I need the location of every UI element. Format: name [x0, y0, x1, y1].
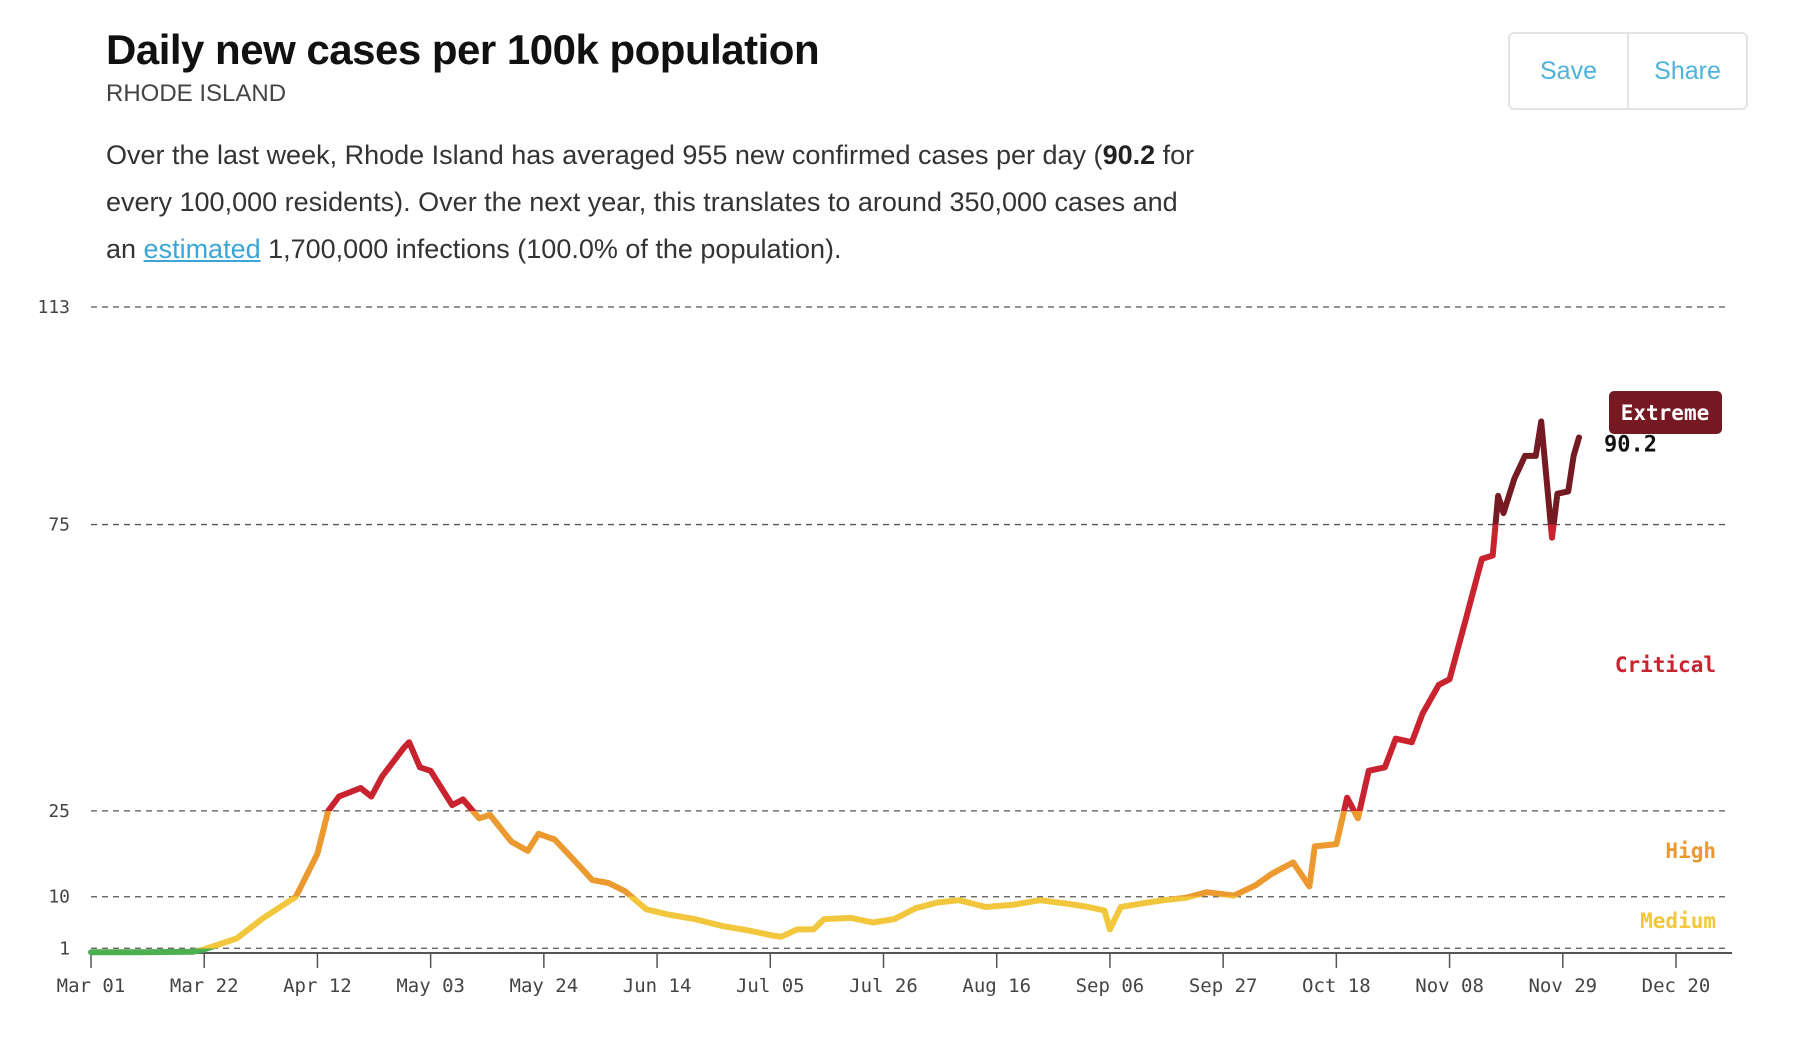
share-button[interactable]: Share	[1627, 34, 1746, 108]
summary-part1: Over the last week, Rhode Island has ave…	[106, 140, 1103, 170]
level-label-critical: Critical	[1615, 653, 1716, 677]
x-tick-label: Jul 26	[849, 975, 918, 997]
region-subtitle: RHODE ISLAND	[106, 80, 287, 107]
x-tick-label: May 24	[510, 975, 579, 997]
x-tick-label: Dec 20	[1642, 975, 1711, 997]
y-tick-label: 10	[48, 887, 70, 908]
action-buttons: Save Share	[1508, 32, 1748, 110]
x-tick-label: Nov 08	[1415, 975, 1484, 997]
x-tick-label: Aug 16	[962, 975, 1031, 997]
summary-text: Over the last week, Rhode Island has ave…	[106, 132, 1206, 273]
y-tick-label: 75	[48, 515, 70, 536]
chart-title: Daily new cases per 100k population	[106, 26, 820, 73]
x-tick-label: Mar 22	[170, 975, 239, 997]
level-label-extreme: Extreme	[1621, 401, 1710, 425]
summary-part3: 1,700,000 infections (100.0% of the popu…	[260, 234, 842, 264]
x-tick-label: Jun 14	[623, 975, 692, 997]
y-tick-label: 1	[59, 938, 70, 959]
x-tick-label: May 03	[396, 975, 465, 997]
x-tick-label: Sep 06	[1076, 975, 1145, 997]
summary-highlight-value: 90.2	[1102, 140, 1156, 170]
x-tick-label: Jul 05	[736, 975, 805, 997]
summary-part2: for every 100,000 residents). Over the n…	[106, 140, 1195, 264]
x-tick-label: Nov 29	[1528, 975, 1597, 997]
last-value-label: 90.2	[1604, 433, 1657, 458]
cases-line	[88, 418, 1582, 956]
level-label-high: High	[1665, 839, 1716, 863]
save-button[interactable]: Save	[1540, 56, 1597, 85]
extreme-badge	[1609, 391, 1722, 434]
x-tick-label: Mar 01	[57, 975, 126, 997]
x-tick-label: Apr 12	[283, 975, 352, 997]
x-tick-label: Oct 18	[1302, 975, 1371, 997]
y-tick-label: 113	[37, 297, 70, 318]
level-label-medium: Medium	[1640, 909, 1716, 933]
estimated-link[interactable]: estimated	[143, 234, 261, 264]
y-tick-label: 25	[48, 801, 70, 822]
x-tick-label: Sep 27	[1189, 975, 1258, 997]
